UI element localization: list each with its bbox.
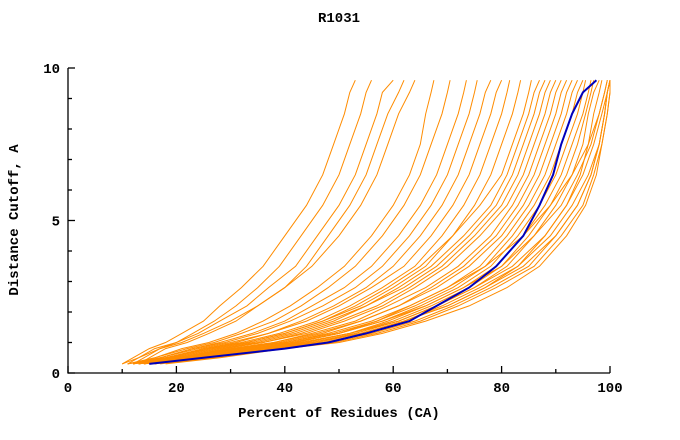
- x-tick-label: 0: [64, 381, 72, 397]
- y-tick-label: 0: [52, 367, 60, 383]
- model-curve: [138, 80, 467, 365]
- axes: 0 20 40 60 80 100 0 5 10: [43, 62, 622, 397]
- model-curve: [127, 79, 546, 365]
- model-curve: [132, 80, 592, 365]
- model-curve: [122, 79, 416, 365]
- model-curve: [154, 80, 603, 365]
- series-lines: [121, 79, 611, 365]
- y-tick-label: 5: [52, 215, 60, 231]
- model-curve: [127, 79, 503, 365]
- model-curve: [143, 80, 608, 365]
- x-tick-label: 80: [493, 381, 510, 397]
- model-curve: [143, 79, 551, 365]
- best-model-curve: [149, 79, 598, 365]
- chart-title: R1031: [318, 11, 360, 27]
- model-curve: [132, 79, 557, 365]
- model-curve: [138, 79, 562, 365]
- y-axis-label: Distance Cutoff, A: [7, 144, 23, 296]
- model-curve: [132, 80, 435, 365]
- model-curve: [138, 79, 405, 365]
- x-axis-label: Percent of Residues (CA): [238, 406, 440, 422]
- model-curve: [138, 80, 511, 365]
- model-curve: [132, 79, 573, 365]
- model-curve: [132, 80, 478, 365]
- model-curve: [127, 79, 394, 365]
- x-tick-label: 20: [168, 381, 185, 397]
- y-tick-label: 10: [43, 62, 60, 78]
- model-curve: [138, 80, 611, 365]
- model-curve: [121, 79, 356, 365]
- x-tick-label: 40: [276, 381, 293, 397]
- x-tick-label: 100: [597, 381, 622, 397]
- model-curve: [127, 80, 451, 365]
- x-tick-label: 60: [385, 381, 402, 397]
- model-curve: [132, 80, 532, 365]
- model-curve: [132, 79, 372, 365]
